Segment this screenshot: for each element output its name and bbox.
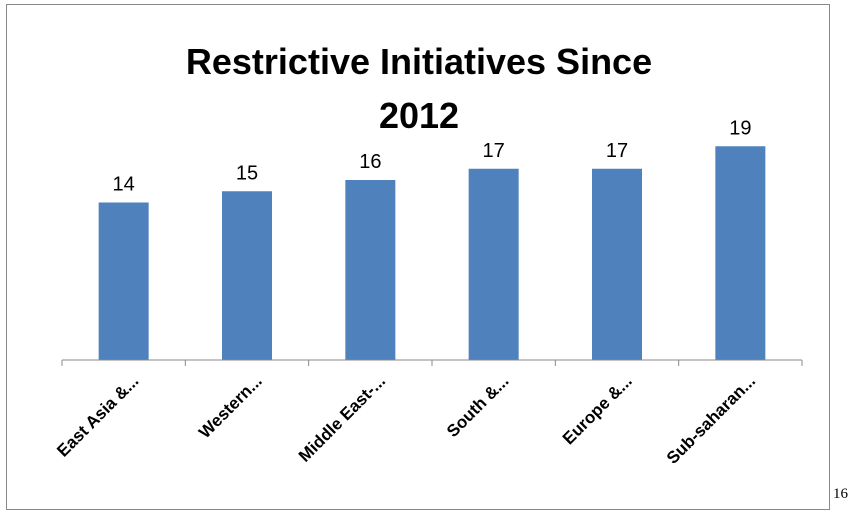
page-number: 16 [833,486,848,502]
bar [222,191,272,360]
x-tick-label: Europe &... [559,371,636,448]
data-label: 17 [483,140,505,162]
x-tick-label: East Asia &... [53,371,142,460]
bar [592,168,642,360]
data-label: 19 [729,117,751,139]
data-label: 17 [606,140,628,162]
bars-layer [98,146,766,360]
x-tick-label: Sub-saharan... [663,371,759,467]
x-tick-label: South &... [443,371,513,441]
chart-title-line-1: Restrictive Initiatives Since [186,41,652,82]
bar [98,202,149,360]
data-label: 15 [236,162,258,184]
x-tick-label: Middle East-... [295,371,389,465]
x-tick-label: Western... [195,371,266,442]
x-axis [61,359,803,366]
data-label: 14 [113,174,135,196]
data-label: 16 [359,151,381,173]
bar [715,146,766,360]
bar [345,180,396,360]
data-labels-layer: 14 15 16 17 17 19 [113,117,752,195]
chart-title-line-2: 2012 [379,95,459,136]
x-tick-labels-layer: East Asia &... Western... Middle East-... S… [53,371,759,467]
bar [468,168,519,360]
